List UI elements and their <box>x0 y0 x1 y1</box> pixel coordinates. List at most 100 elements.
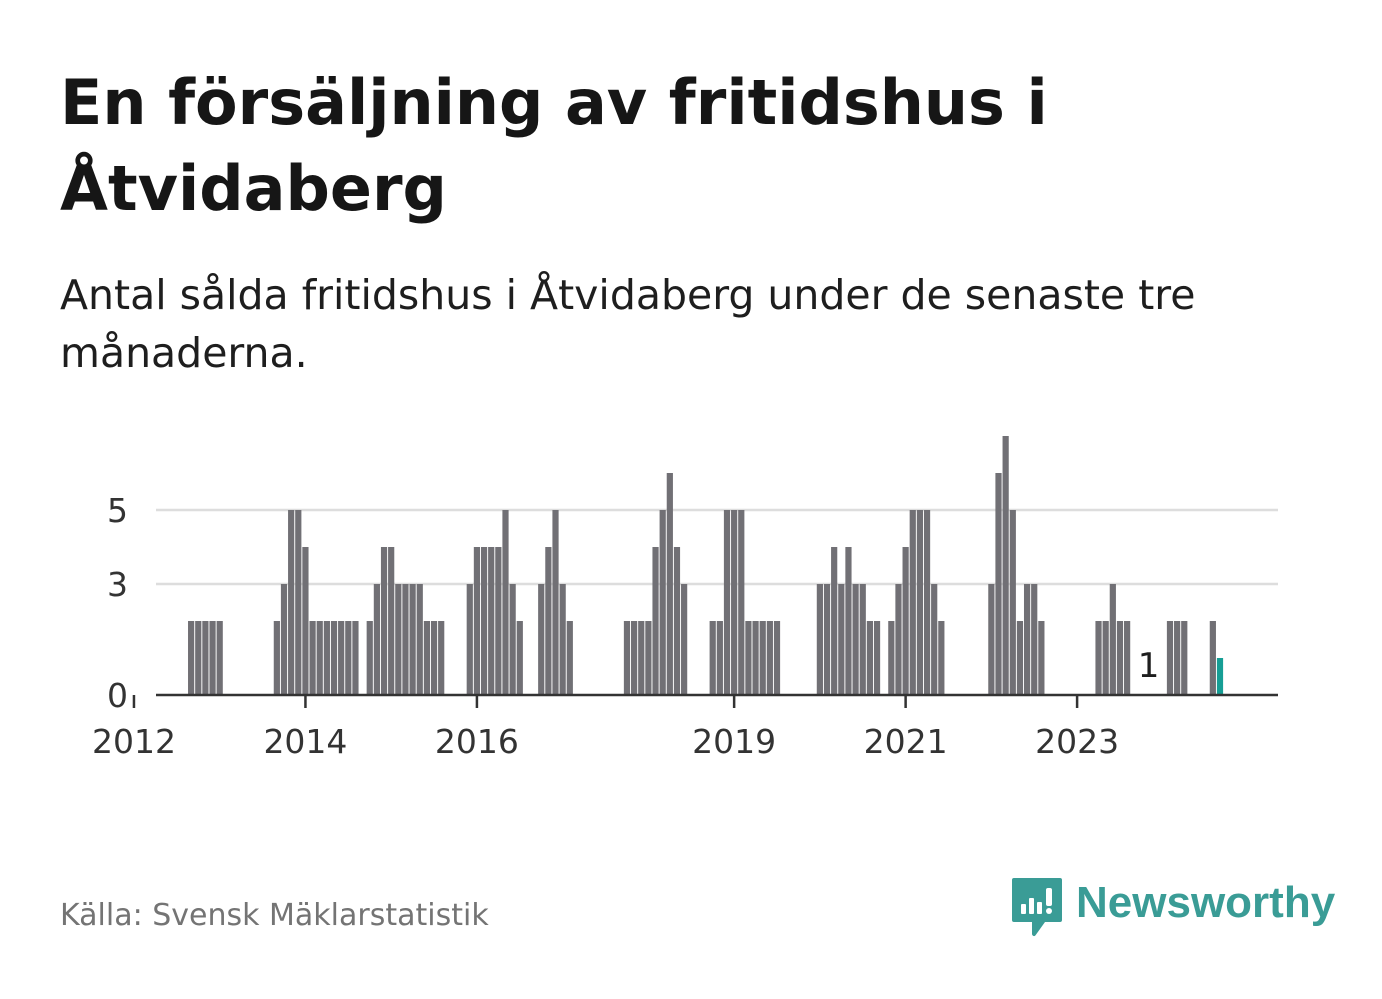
x-tick-label: 2023 <box>1035 722 1119 761</box>
bar <box>1038 621 1045 695</box>
bar <box>1166 621 1174 695</box>
bar <box>923 510 931 695</box>
y-tick-label: 0 <box>107 676 128 715</box>
bar <box>773 621 781 695</box>
bar <box>1002 436 1009 695</box>
gridlines <box>156 508 1278 586</box>
bar <box>288 510 295 695</box>
bar <box>295 510 302 695</box>
x-tick-label: 2014 <box>263 722 347 761</box>
bar <box>716 621 723 695</box>
data-label: 1 <box>1138 646 1160 686</box>
bar <box>366 621 373 695</box>
bar <box>516 621 523 695</box>
brand-logo: Newsworthy <box>1010 876 1335 942</box>
chart-subtitle: Antal sålda fritidshus i Åtvidaberg unde… <box>60 271 1196 377</box>
chart-title: En försäljning av fritidshus i Åtvidaber… <box>60 66 1048 225</box>
bar <box>938 621 945 695</box>
bar <box>988 584 995 695</box>
bar <box>1095 621 1102 695</box>
bar <box>731 510 738 695</box>
bar <box>438 621 445 695</box>
bar <box>631 621 638 695</box>
bars <box>188 436 1224 695</box>
bar <box>1023 584 1031 695</box>
bar <box>209 621 216 695</box>
bar <box>280 584 288 695</box>
bar <box>1109 584 1116 695</box>
bar <box>845 547 852 695</box>
bar <box>931 584 938 695</box>
bar <box>681 584 688 695</box>
bar <box>838 584 845 695</box>
bar <box>1016 621 1024 695</box>
bar <box>873 621 881 695</box>
bar <box>509 584 516 695</box>
bar <box>402 584 409 695</box>
bar <box>538 584 545 695</box>
bar <box>909 510 916 695</box>
bar <box>752 621 759 695</box>
bar <box>888 621 895 695</box>
bar <box>352 621 359 695</box>
bar <box>1174 621 1181 695</box>
bar <box>1102 621 1109 695</box>
bar <box>823 584 831 695</box>
bar <box>409 584 416 695</box>
bar <box>480 547 488 695</box>
bar-chart: 0 3 5 2012 2014 2016 2019 2021 2023 1 <box>92 436 1278 761</box>
x-tick-label: 2019 <box>692 722 776 761</box>
bar <box>916 510 924 695</box>
bar <box>831 547 838 695</box>
bar <box>373 584 380 695</box>
bar <box>416 584 423 695</box>
bar <box>745 621 752 695</box>
bar <box>709 621 716 695</box>
bar <box>766 621 773 695</box>
source-note: Källa: Svensk Mäklarstatistik <box>60 898 489 933</box>
bar <box>380 547 388 695</box>
bar <box>652 547 659 695</box>
bar <box>552 510 559 695</box>
bar <box>852 584 859 695</box>
bar <box>466 584 473 695</box>
bar <box>395 584 402 695</box>
y-axis-labels: 0 3 5 <box>107 491 128 715</box>
bar <box>502 510 509 695</box>
bar <box>309 621 316 695</box>
x-tick-label: 2016 <box>435 722 519 761</box>
bar <box>1209 621 1216 695</box>
bar-highlight <box>1216 658 1224 695</box>
bar <box>566 621 573 695</box>
bar <box>666 473 673 695</box>
bar <box>473 547 481 695</box>
bar <box>1181 621 1188 695</box>
bar <box>866 621 873 695</box>
x-axis-labels: 2012 2014 2016 2019 2021 2023 <box>92 722 1119 761</box>
bar <box>559 584 566 695</box>
bar <box>895 584 902 695</box>
bar <box>323 621 330 695</box>
bar <box>216 621 223 695</box>
bar <box>330 621 338 695</box>
bar <box>316 621 323 695</box>
bar <box>1009 510 1016 695</box>
newsworthy-logo-icon <box>1012 878 1062 936</box>
bar <box>902 547 909 695</box>
x-tick-label: 2021 <box>864 722 948 761</box>
bar <box>659 510 666 695</box>
bar <box>423 621 431 695</box>
y-tick-label: 3 <box>107 565 128 604</box>
bar <box>545 547 552 695</box>
bar <box>302 547 309 695</box>
bar <box>738 510 745 695</box>
bar <box>388 547 395 695</box>
bar <box>1124 621 1131 695</box>
bar <box>623 621 631 695</box>
bar <box>202 621 209 695</box>
annotations: 1 <box>1138 646 1160 686</box>
y-tick-label: 5 <box>107 491 128 530</box>
bar <box>645 621 652 695</box>
bar <box>673 547 681 695</box>
bar <box>816 584 823 695</box>
